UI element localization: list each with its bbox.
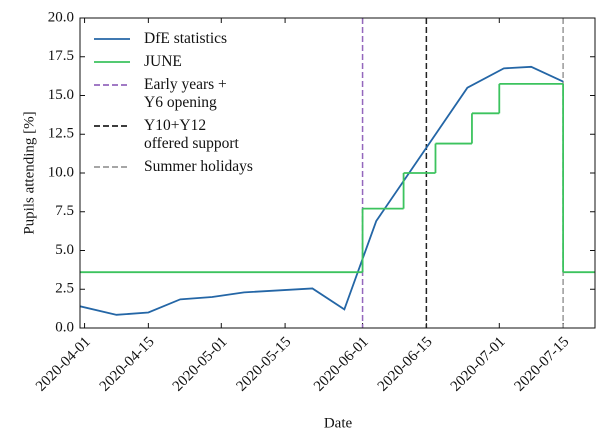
- legend-entry: Y10+Y12 offered support: [92, 117, 253, 153]
- x-axis-label: Date: [324, 415, 353, 431]
- x-tick-label: 2020-07-15: [512, 334, 573, 395]
- legend-swatch: [94, 166, 130, 168]
- x-tick-label: 2020-04-01: [33, 334, 94, 395]
- x-tick-label: 2020-04-15: [97, 334, 158, 395]
- x-tick-label: 2020-05-01: [170, 334, 231, 395]
- legend-swatch: [94, 38, 130, 40]
- legend-label: JUNE: [144, 53, 182, 70]
- y-tick-label: 17.5: [48, 48, 74, 64]
- legend-entry: Early years + Y6 opening: [92, 76, 253, 112]
- legend-label: Summer holidays: [144, 158, 253, 175]
- x-tick-label: 2020-07-01: [448, 334, 509, 395]
- legend-entry: DfE statistics: [92, 30, 253, 48]
- plot-area: [80, 18, 595, 328]
- legend-swatch: [94, 125, 130, 127]
- y-tick-label: 5.0: [55, 242, 74, 258]
- y-tick-label: 15.0: [48, 87, 74, 103]
- legend-label: Y10+Y12 offered support: [144, 117, 239, 152]
- legend-entry: JUNE: [92, 53, 253, 71]
- y-axis-label: Pupils attending [%]: [21, 111, 37, 234]
- y-tick-label: 10.0: [48, 164, 74, 180]
- legend-swatch: [94, 61, 130, 63]
- y-tick-label: 12.5: [48, 126, 74, 142]
- y-tick-label: 2.5: [55, 281, 74, 297]
- legend-label: DfE statistics: [144, 30, 228, 47]
- legend-label: Early years + Y6 opening: [144, 76, 227, 111]
- legend-entry: Summer holidays: [92, 158, 253, 176]
- y-tick-label: 7.5: [55, 203, 74, 219]
- data-line: [80, 65, 564, 316]
- y-tick-label: 0.0: [55, 319, 74, 335]
- x-tick-label: 2020-06-01: [311, 334, 372, 395]
- legend-swatch: [94, 84, 130, 86]
- plot-frame: [79, 17, 596, 329]
- x-tick-label: 2020-06-15: [375, 334, 436, 395]
- y-tick-label: 20.0: [48, 9, 74, 25]
- x-tick-label: 2020-05-15: [234, 334, 295, 395]
- legend: DfE statistics JUNE Early years + Y6 openi…: [92, 30, 253, 181]
